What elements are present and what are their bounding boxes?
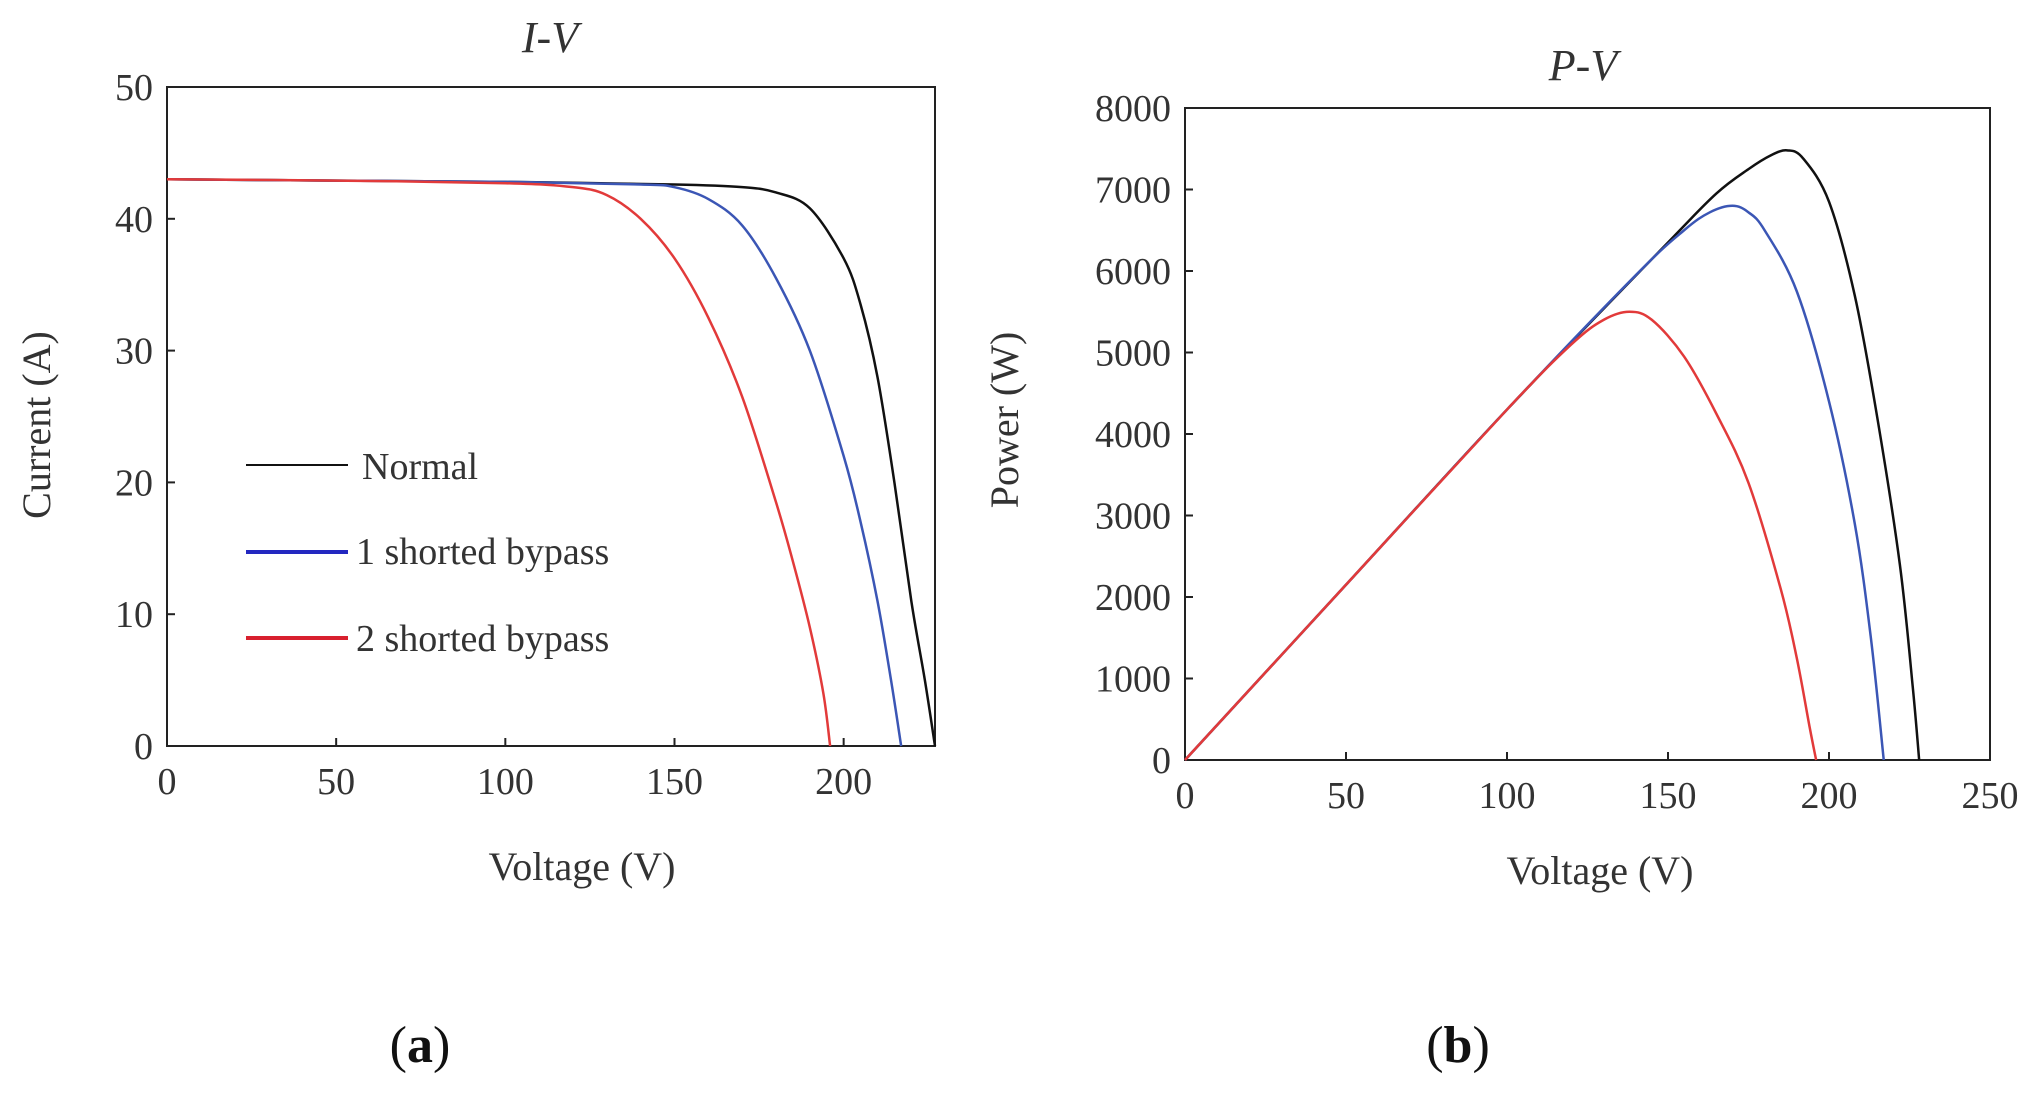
pv-line-2-shorted-bypass: [1184, 310, 1818, 761]
iv-y-ticks: 0 10 20 30 40 50: [115, 67, 175, 768]
iv-y-tick-label: 0: [134, 726, 153, 768]
pv-chart: P-V 0 50 100 150 200 250 0 1000 2000 3000 4000 500…: [982, 41, 2019, 1074]
iv-x-axis-label: Voltage (V): [489, 844, 676, 889]
panel-label-a: (a): [390, 1017, 451, 1074]
iv-y-tick-label: 30: [115, 331, 153, 373]
iv-x-tick-label: 50: [317, 761, 355, 803]
iv-legend: Normal 1 shorted bypass 2 shorted bypass: [246, 446, 609, 660]
iv-x-tick-label: 100: [477, 761, 534, 803]
pv-y-tick-label: 2000: [1095, 577, 1171, 619]
pv-title: P-V: [1548, 41, 1623, 90]
pv-y-tick-label: 3000: [1095, 496, 1171, 538]
iv-y-tick-label: 20: [115, 462, 153, 504]
pv-y-tick-label: 1000: [1095, 659, 1171, 701]
iv-x-tick-label: 200: [815, 761, 872, 803]
pv-x-tick-label: 100: [1479, 775, 1536, 817]
pv-x-tick-label: 150: [1640, 775, 1697, 817]
iv-y-tick-label: 50: [115, 67, 153, 109]
iv-axes-frame: [166, 86, 936, 747]
pv-y-tick-label: 4000: [1095, 414, 1171, 456]
iv-x-tick-label: 0: [158, 761, 177, 803]
pv-x-axis-label: Voltage (V): [1507, 848, 1694, 893]
iv-y-tick-label: 10: [115, 594, 153, 636]
iv-plot-area: [166, 86, 936, 747]
iv-line-1-shorted-bypass: [166, 178, 903, 747]
iv-chart: I-V 0 50 100 150 200 0 10 20 30 40 50 Voltage (V)…: [14, 13, 937, 1074]
iv-x-tick-label: 150: [646, 761, 703, 803]
iv-y-tick-label: 40: [115, 199, 153, 241]
legend-label-normal: Normal: [362, 446, 478, 488]
iv-y-axis-label: Current (A): [14, 331, 59, 519]
pv-y-tick-label: 5000: [1095, 333, 1171, 375]
pv-y-tick-label: 6000: [1095, 251, 1171, 293]
pv-line-normal: [1184, 149, 1921, 761]
iv-line-normal: [166, 178, 937, 747]
iv-x-ticks: 0 50 100 150 200: [158, 738, 872, 803]
pv-y-tick-label: 7000: [1095, 170, 1171, 212]
pv-x-ticks: 0 50 100 150 200 250: [1176, 752, 2019, 817]
iv-title: I-V: [521, 13, 583, 62]
pv-y-tick-label: 0: [1152, 740, 1171, 782]
pv-plot-area: [1184, 107, 1991, 761]
pv-x-tick-label: 250: [1962, 775, 2019, 817]
iv-line-2-shorted-bypass: [166, 178, 832, 747]
pv-y-ticks: 0 1000 2000 3000 4000 5000 6000 7000 8000: [1095, 88, 1193, 782]
pv-y-tick-label: 8000: [1095, 88, 1171, 130]
pv-line-1-shorted-bypass: [1184, 204, 1885, 761]
pv-series-lines: [1184, 149, 1921, 761]
pv-x-tick-label: 0: [1176, 775, 1195, 817]
pv-x-tick-label: 50: [1327, 775, 1365, 817]
legend-label-1-shorted-bypass: 1 shorted bypass: [356, 531, 609, 573]
iv-series-lines: [166, 178, 937, 747]
legend-label-2-shorted-bypass: 2 shorted bypass: [356, 618, 609, 660]
panel-label-b: (b): [1426, 1017, 1490, 1074]
pv-axes-frame: [1184, 107, 1991, 761]
pv-x-tick-label: 200: [1801, 775, 1858, 817]
pv-y-axis-label: Power (W): [982, 332, 1027, 509]
